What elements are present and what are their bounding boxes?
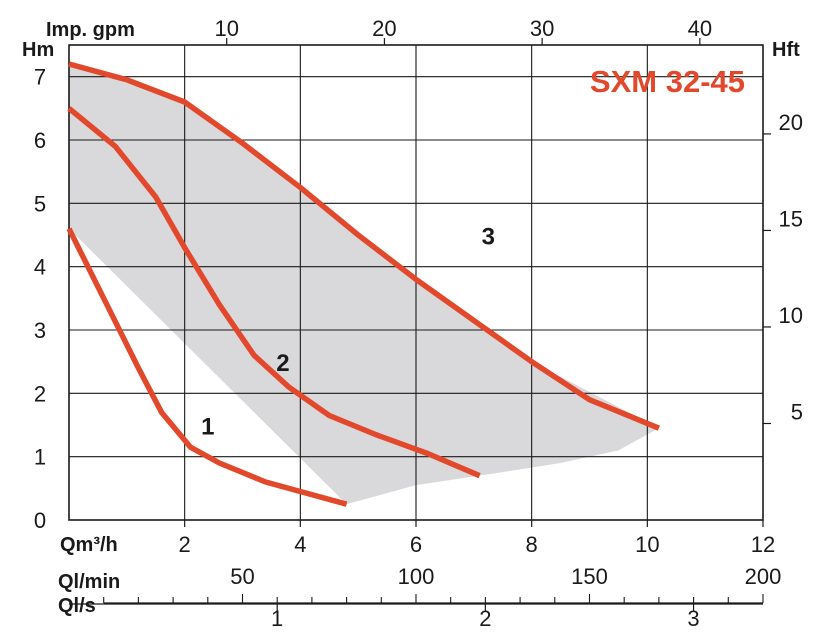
x-tick-label: 12 <box>751 532 775 557</box>
curve-number-label: 3 <box>482 224 495 251</box>
x-tick-label: 6 <box>410 532 422 557</box>
y-tick-label: 4 <box>34 255 46 280</box>
ls-tick-label: 3 <box>687 606 699 631</box>
curve-3 <box>68 61 660 431</box>
right-axis-label: Hft <box>772 39 800 61</box>
ls-tick-label: 1 <box>271 606 283 631</box>
y-tick-label: 2 <box>34 381 46 406</box>
curve-number-label: 1 <box>201 414 214 441</box>
curve-2 <box>67 106 481 479</box>
top-tick-label: 10 <box>214 16 238 41</box>
lmin-tick-label: 200 <box>745 564 782 589</box>
y-axis-label: Hm <box>22 39 54 61</box>
y-tick-label: 1 <box>34 445 46 470</box>
curve-number-label: 2 <box>276 350 289 377</box>
envelope-polygon <box>69 64 659 505</box>
pump-curves <box>66 61 660 507</box>
top-axis-label: Imp. gpm <box>46 19 135 41</box>
top-tick-label: 30 <box>530 16 554 41</box>
y-tick-label: 5 <box>34 191 46 216</box>
grid-lines <box>69 45 763 520</box>
right-tick-label: 15 <box>779 206 803 231</box>
x-tick-label: 8 <box>526 532 538 557</box>
right-tick-label: 10 <box>779 303 803 328</box>
ls-tick-label: 2 <box>479 606 491 631</box>
lmin-axis-label: Ql/min <box>58 571 120 593</box>
y-tick-label: 0 <box>34 508 46 533</box>
lmin-tick-label: 50 <box>230 564 254 589</box>
x-axis-label: Qm³/h <box>60 534 118 556</box>
curve-labels: 1 2 3 <box>201 224 495 441</box>
top-tick-label: 20 <box>372 16 396 41</box>
chart-title: SXM 32-45 <box>590 64 745 99</box>
top-tick-label: 40 <box>688 16 712 41</box>
x-tick-label: 10 <box>635 532 659 557</box>
right-tick-label: 20 <box>779 110 803 135</box>
curve-1 <box>66 227 348 507</box>
operating-envelope-area <box>69 64 659 505</box>
x-tick-label: 4 <box>294 532 306 557</box>
y-tick-label: 6 <box>34 128 46 153</box>
lmin-tick-label: 150 <box>571 564 608 589</box>
ls-axis-label: Ql/s <box>58 595 96 617</box>
right-tick-label: 5 <box>791 399 803 424</box>
y-tick-label: 3 <box>34 318 46 343</box>
lmin-tick-label: 100 <box>398 564 435 589</box>
x-tick-label: 2 <box>179 532 191 557</box>
y-tick-label: 7 <box>34 65 46 90</box>
